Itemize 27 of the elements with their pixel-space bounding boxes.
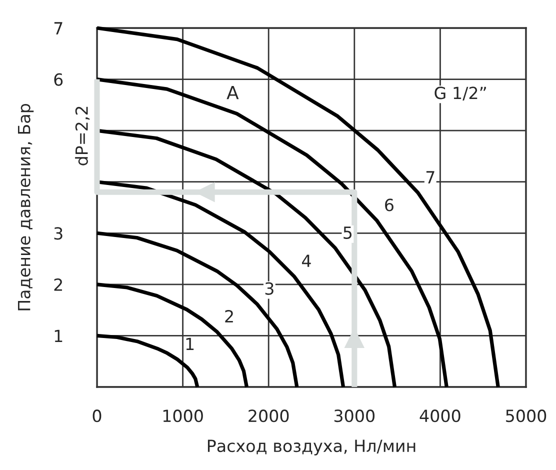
series-label: 2	[225, 310, 233, 322]
y-tick-label: 2	[54, 278, 62, 291]
annotation: G 1/2”	[434, 86, 486, 101]
y-tick-label: 7	[54, 22, 62, 34]
series-label: 1	[186, 338, 194, 350]
annotation: A	[226, 86, 239, 100]
x-tick-label: 3000	[334, 410, 374, 422]
series-label: 4	[302, 254, 311, 267]
x-tick-label: 5000	[506, 410, 546, 422]
y-tick-label: 6	[54, 73, 63, 86]
line-series	[95, 282, 249, 389]
line-series	[95, 77, 448, 389]
series-label: 6	[385, 198, 394, 212]
line-series	[95, 231, 299, 389]
x-tick-label: 4000	[420, 410, 460, 422]
line-series	[95, 334, 200, 389]
x-tick-label: 1000	[163, 410, 203, 422]
series-label: 3	[265, 282, 274, 295]
y-axis-title: Падение давления, Бар	[18, 104, 34, 310]
text: dP=2,2	[75, 106, 90, 166]
series-label: 7	[426, 171, 434, 184]
y-tick-label: 3	[54, 227, 62, 240]
x-tick-label: 2000	[248, 410, 289, 422]
y-tick-label: 1	[54, 330, 62, 342]
series-label: 5	[344, 226, 352, 239]
x-tick-label: 0	[92, 410, 102, 422]
x-axis-title: Расход воздуха, Нл/мин	[208, 440, 416, 456]
